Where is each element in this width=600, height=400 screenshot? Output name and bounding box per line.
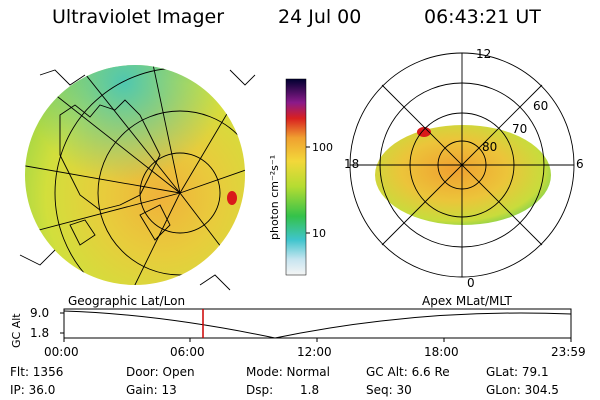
mlt-label-18: 18: [344, 157, 359, 171]
time-tick-2359: 23:59: [551, 345, 586, 359]
date-readout: 24 Jul 00: [278, 6, 362, 28]
mlat-label-80: 80: [482, 140, 497, 154]
door-readout: Door: Open: [126, 365, 195, 379]
altitude-curve: [63, 310, 572, 339]
glat-readout: GLat: 79.1: [486, 365, 549, 379]
seq-readout: Seq: 30: [366, 383, 412, 397]
time-tick-1200: 12:00: [297, 345, 332, 359]
app-title: Ultraviolet Imager: [52, 6, 225, 28]
polar-hotspot: [417, 127, 431, 137]
altitude-timeline: GC Alt 9.0 1.8 00:00 06:00 12:00 18:00 2…: [10, 306, 586, 359]
colorbar: 100 10 photon cm⁻²s⁻¹: [268, 78, 333, 276]
mlat-label-60: 60: [533, 99, 548, 113]
time-tick-0600: 06:00: [170, 345, 205, 359]
colorbar-gradient: [285, 78, 307, 276]
gc-alt-readout: GC Alt: 6.6 Re: [366, 365, 450, 379]
ip-readout: IP: 36.0: [10, 383, 56, 397]
geographic-panel-label: Geographic Lat/Lon: [68, 294, 186, 308]
altitude-ytick-high: 9.0: [30, 306, 49, 320]
time-tick-0000: 00:00: [44, 345, 79, 359]
auroral-hotspot: [227, 191, 237, 205]
dsp-value: 1.8: [300, 383, 320, 397]
auroral-oval: [375, 125, 551, 225]
gain-readout: Gain: 13: [126, 383, 177, 397]
colorbar-tick-10: 10: [312, 227, 326, 240]
mode-readout: Mode: Normal: [246, 365, 330, 379]
time-tick-1800: 18:00: [424, 345, 459, 359]
altitude-ytick-low: 1.8: [30, 326, 49, 340]
mlt-label-0: 0: [467, 276, 475, 290]
polar-grid: [349, 52, 575, 278]
altitude-ylabel: GC Alt: [10, 313, 23, 348]
mlt-label-6: 6: [576, 157, 584, 171]
glon-readout: GLon: 304.5: [486, 383, 559, 397]
coastline-outside: [19, 69, 256, 291]
polar-mlat-mlt-plot: 12 18 6 0 60 70 80: [344, 47, 584, 290]
flight-readout: Flt: 1356: [10, 365, 64, 379]
mlt-label-12: 12: [476, 47, 491, 61]
geographic-auroral-image: [19, 65, 256, 291]
dsp-label: Dsp:: [246, 383, 274, 397]
mlat-label-70: 70: [512, 122, 527, 136]
colorbar-unit-label: photon cm⁻²s⁻¹: [268, 155, 281, 240]
apex-panel-label: Apex MLat/MLT: [422, 294, 512, 308]
colorbar-tick-100: 100: [312, 141, 333, 154]
time-readout: 06:43:21 UT: [424, 6, 541, 28]
